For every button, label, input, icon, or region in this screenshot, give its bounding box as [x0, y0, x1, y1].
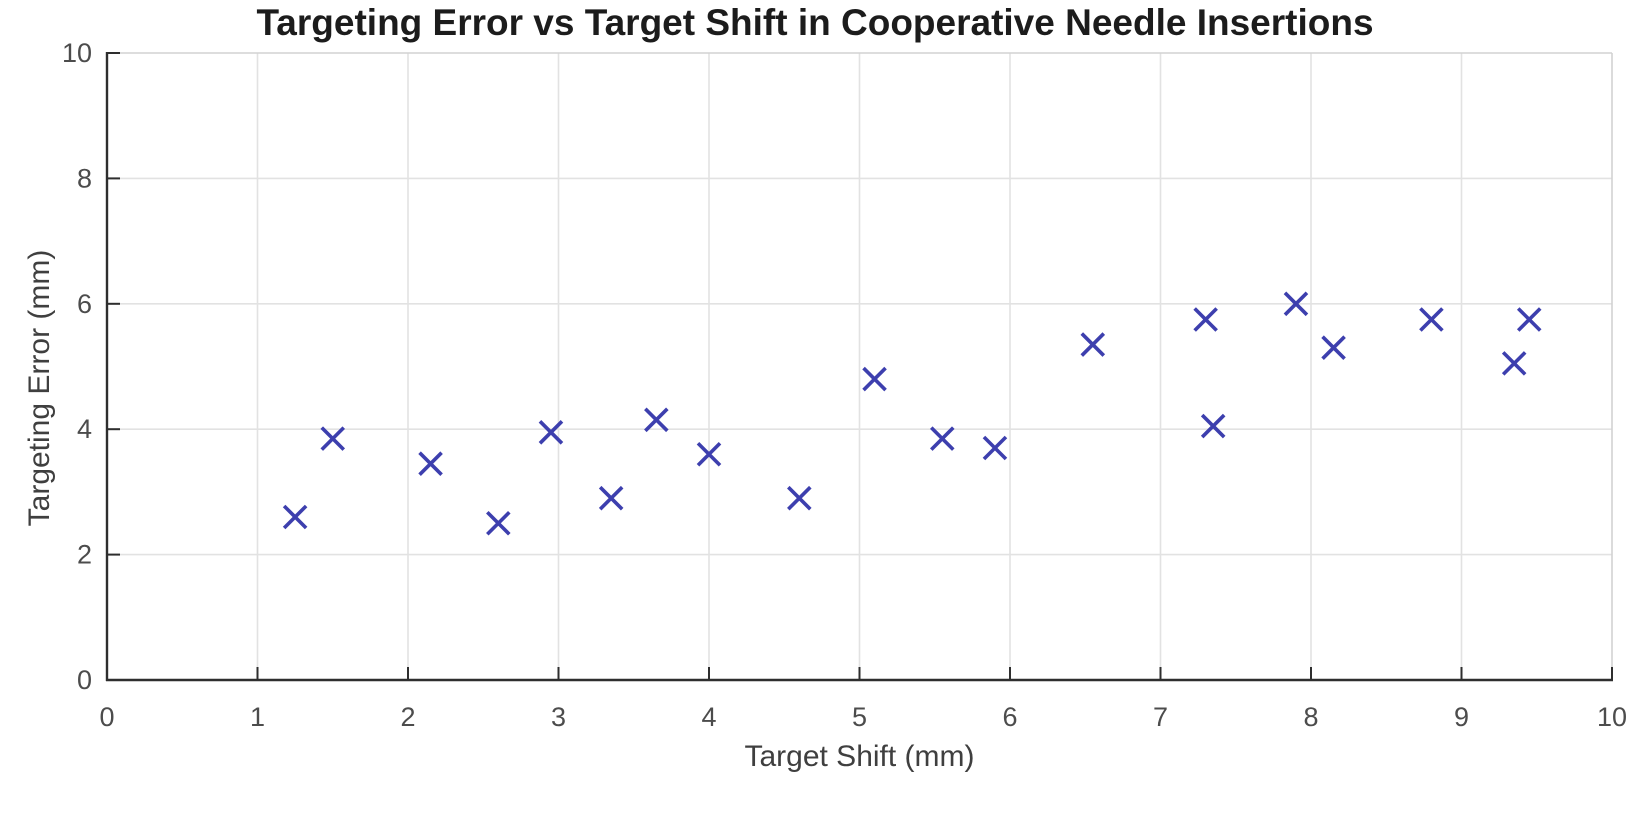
scatter-marker-x — [644, 407, 669, 433]
scatter-marker-x — [787, 485, 812, 511]
scatter-marker-x — [1200, 413, 1226, 439]
x-tick-label: 8 — [1303, 702, 1318, 732]
scatter-marker-x — [320, 426, 346, 451]
x-tick-label: 0 — [99, 702, 114, 732]
x-axis-label: Target Shift (mm) — [744, 740, 975, 773]
chart-title: Targeting Error vs Target Shift in Coope… — [256, 2, 1374, 43]
scatter-marker-x — [486, 510, 511, 536]
scatter-marker-x — [418, 451, 443, 476]
x-tick-label: 4 — [701, 702, 716, 732]
x-tick-label: 1 — [250, 702, 265, 732]
x-tick-label: 2 — [400, 702, 415, 732]
y-tick-label: 10 — [62, 38, 92, 68]
x-tick-label: 6 — [1002, 702, 1017, 732]
x-tick-label: 10 — [1597, 702, 1627, 732]
y-tick-label: 8 — [77, 163, 92, 193]
y-tick-label: 0 — [77, 665, 92, 695]
scatter-marker-x — [862, 366, 887, 392]
scatter-marker-x — [1283, 291, 1309, 317]
scatter-marker-x — [1419, 307, 1444, 332]
scatter-marker-x — [982, 435, 1008, 461]
scatter-marker-x — [1080, 332, 1106, 357]
y-tick-label: 2 — [77, 540, 92, 570]
scatter-marker-x — [930, 426, 955, 451]
x-tick-label: 5 — [852, 702, 867, 732]
scatter-marker-x — [538, 420, 564, 445]
scatter-marker-x — [282, 504, 308, 530]
scatter-marker-x — [696, 442, 722, 467]
scatter-marker-x — [1321, 335, 1346, 360]
x-tick-label: 7 — [1153, 702, 1168, 732]
y-axis-label: Targeting Error (mm) — [23, 249, 56, 527]
scatter-marker-x — [1501, 351, 1527, 376]
y-tick-label: 4 — [77, 414, 92, 444]
scatter-marker-x — [598, 485, 624, 511]
x-tick-label: 3 — [551, 702, 566, 732]
x-tick-label: 9 — [1454, 702, 1469, 732]
scatter-marker-x — [1193, 307, 1218, 332]
y-tick-label: 6 — [77, 289, 92, 319]
scatter-marker-x — [1516, 307, 1542, 332]
